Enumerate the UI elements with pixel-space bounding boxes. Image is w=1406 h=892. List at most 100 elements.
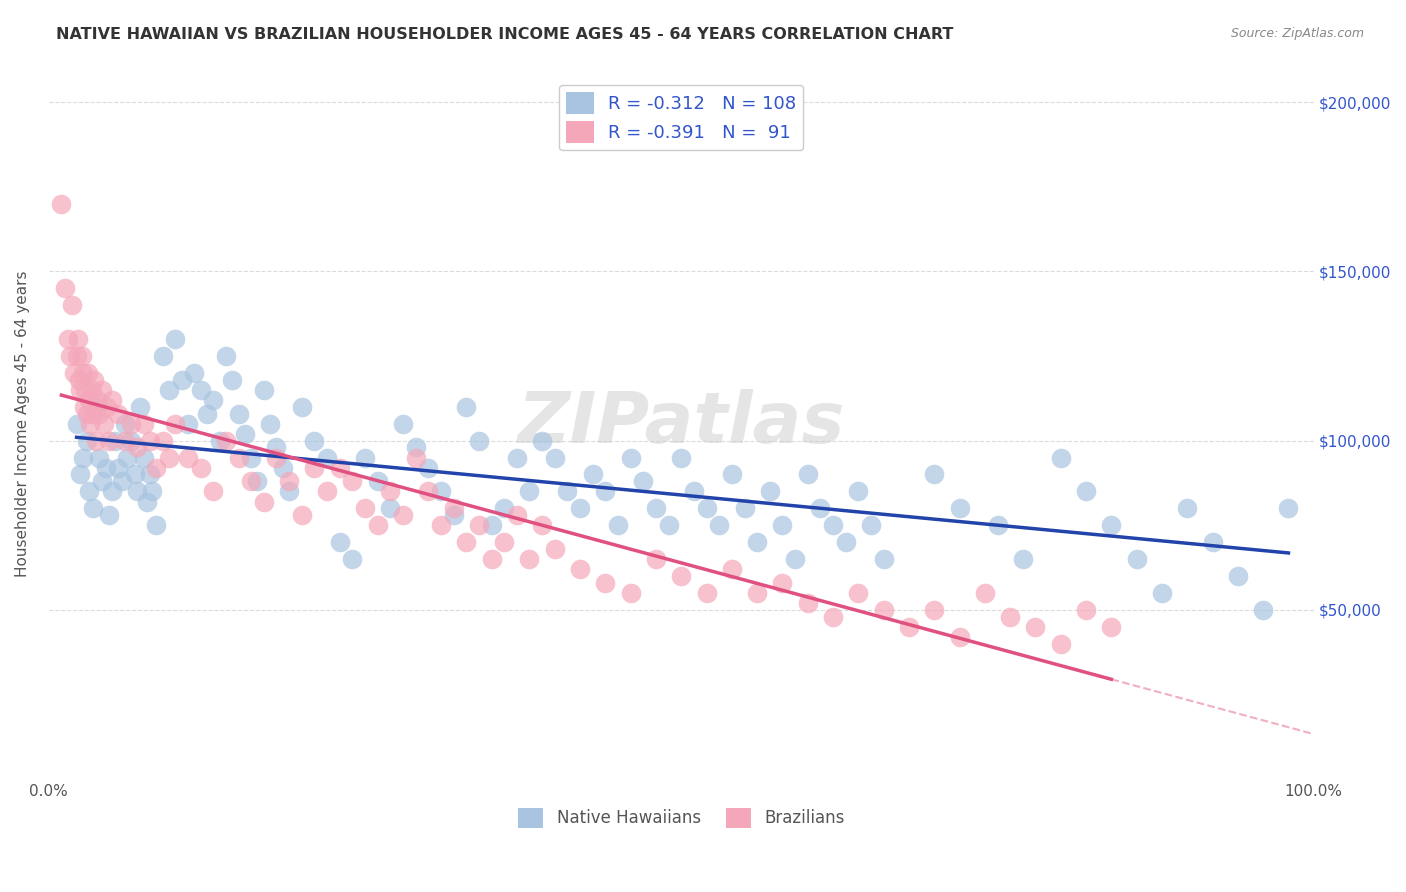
Point	[759, 484, 782, 499]
Point	[506, 508, 529, 522]
Point	[834, 535, 856, 549]
Point	[69, 383, 91, 397]
Point	[772, 575, 794, 590]
Point	[734, 501, 756, 516]
Point	[240, 450, 263, 465]
Point	[132, 450, 155, 465]
Point	[107, 460, 129, 475]
Point	[266, 450, 288, 465]
Point	[367, 518, 389, 533]
Point	[772, 518, 794, 533]
Point	[645, 552, 668, 566]
Point	[215, 434, 238, 448]
Point	[170, 373, 193, 387]
Point	[89, 407, 111, 421]
Point	[405, 450, 427, 465]
Point	[1049, 637, 1071, 651]
Point	[544, 541, 567, 556]
Point	[342, 552, 364, 566]
Point	[620, 586, 643, 600]
Point	[481, 552, 503, 566]
Point	[152, 434, 174, 448]
Point	[253, 383, 276, 397]
Point	[367, 474, 389, 488]
Point	[76, 434, 98, 448]
Point	[145, 460, 167, 475]
Point	[1024, 620, 1046, 634]
Point	[77, 366, 100, 380]
Point	[582, 467, 605, 482]
Point	[897, 620, 920, 634]
Point	[89, 450, 111, 465]
Point	[696, 501, 718, 516]
Point	[1251, 603, 1274, 617]
Point	[683, 484, 706, 499]
Point	[468, 518, 491, 533]
Point	[354, 501, 377, 516]
Point	[69, 467, 91, 482]
Point	[747, 586, 769, 600]
Point	[127, 484, 149, 499]
Point	[98, 508, 121, 522]
Point	[823, 518, 845, 533]
Point	[1226, 569, 1249, 583]
Point	[233, 426, 256, 441]
Point	[82, 501, 104, 516]
Point	[316, 484, 339, 499]
Point	[304, 434, 326, 448]
Point	[519, 484, 541, 499]
Point	[96, 400, 118, 414]
Point	[177, 417, 200, 431]
Point	[671, 569, 693, 583]
Point	[1125, 552, 1147, 566]
Point	[418, 484, 440, 499]
Point	[67, 373, 90, 387]
Point	[354, 450, 377, 465]
Point	[519, 552, 541, 566]
Text: Source: ZipAtlas.com: Source: ZipAtlas.com	[1230, 27, 1364, 40]
Point	[183, 366, 205, 380]
Point	[823, 609, 845, 624]
Point	[494, 501, 516, 516]
Point	[266, 441, 288, 455]
Point	[696, 586, 718, 600]
Point	[76, 407, 98, 421]
Point	[93, 417, 115, 431]
Point	[456, 535, 478, 549]
Point	[101, 484, 124, 499]
Point	[190, 460, 212, 475]
Point	[77, 392, 100, 407]
Point	[872, 603, 894, 617]
Point	[846, 484, 869, 499]
Point	[569, 501, 592, 516]
Point	[60, 298, 83, 312]
Point	[392, 417, 415, 431]
Point	[973, 586, 995, 600]
Point	[157, 450, 180, 465]
Point	[79, 417, 101, 431]
Point	[111, 474, 134, 488]
Text: ZIPatlas: ZIPatlas	[517, 389, 845, 458]
Point	[75, 383, 97, 397]
Point	[922, 467, 945, 482]
Point	[443, 501, 465, 516]
Point	[202, 392, 225, 407]
Point	[165, 417, 187, 431]
Point	[405, 441, 427, 455]
Point	[948, 501, 970, 516]
Point	[271, 460, 294, 475]
Point	[1175, 501, 1198, 516]
Point	[846, 586, 869, 600]
Point	[1099, 518, 1122, 533]
Point	[84, 434, 107, 448]
Point	[114, 434, 136, 448]
Point	[259, 417, 281, 431]
Point	[557, 484, 579, 499]
Point	[63, 366, 86, 380]
Point	[152, 349, 174, 363]
Point	[101, 392, 124, 407]
Point	[721, 562, 744, 576]
Point	[633, 474, 655, 488]
Point	[107, 407, 129, 421]
Point	[380, 501, 402, 516]
